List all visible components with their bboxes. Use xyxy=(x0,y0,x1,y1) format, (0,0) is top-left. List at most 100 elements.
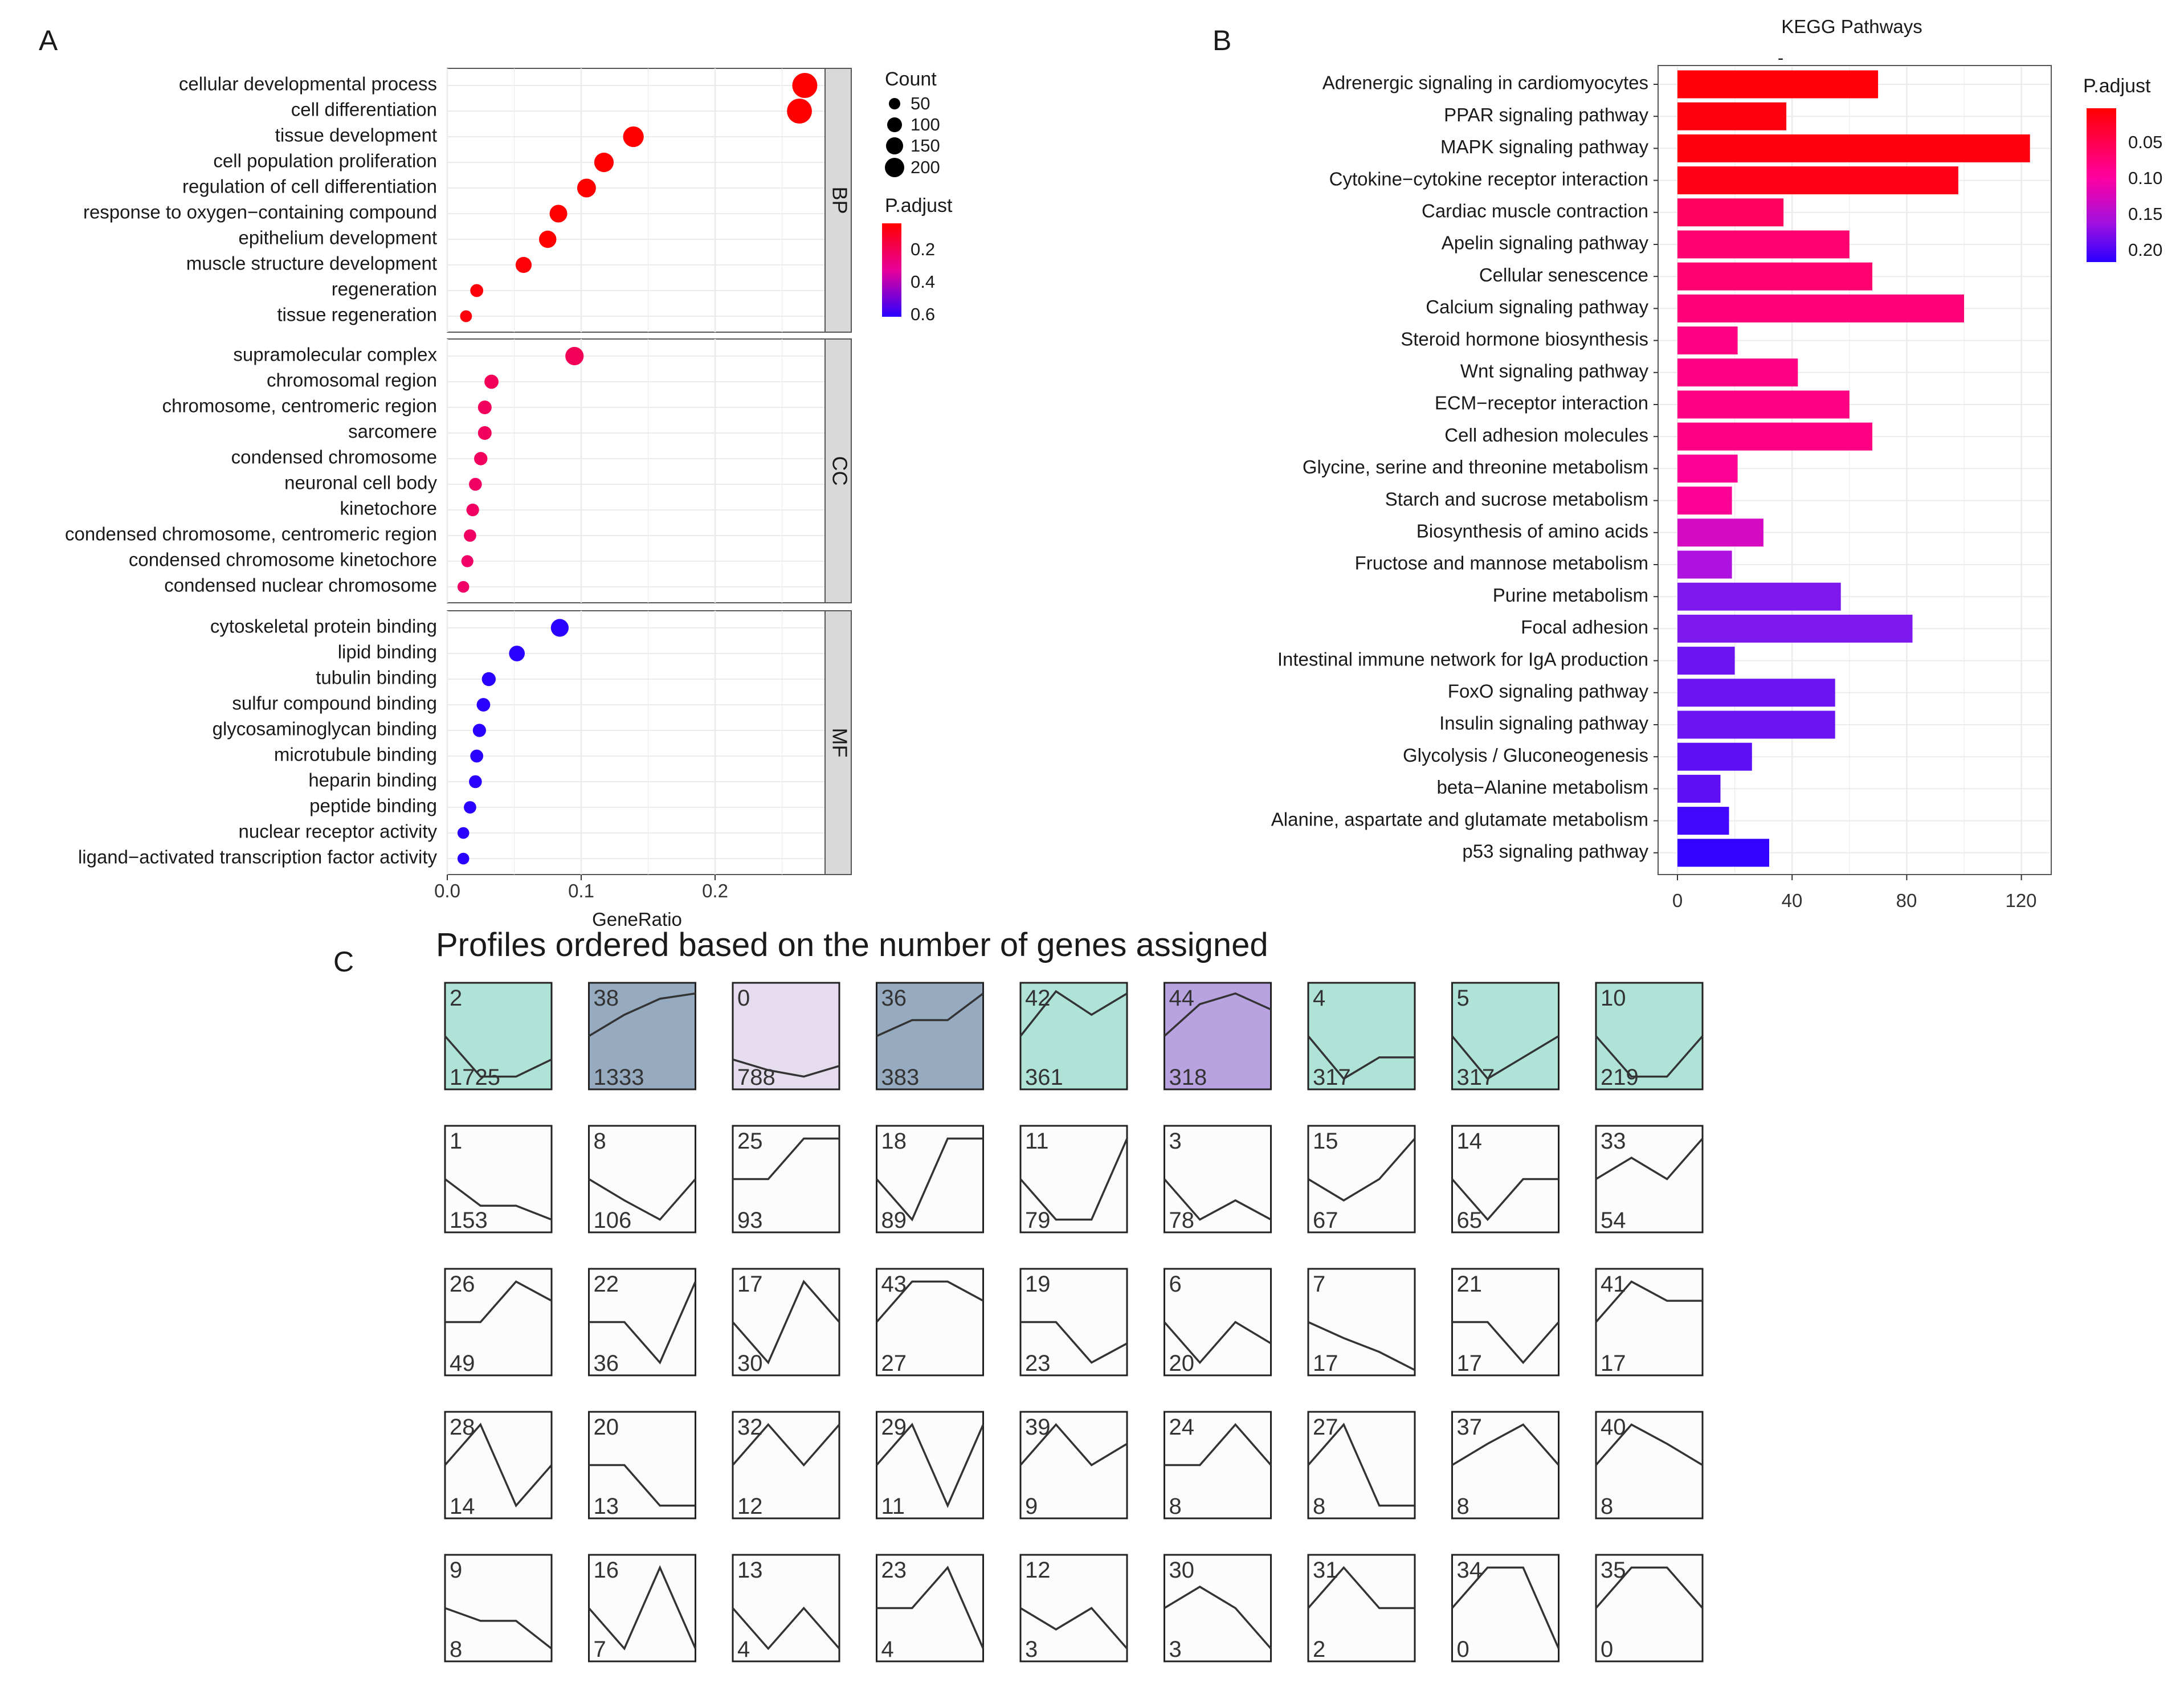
profile-id: 3 xyxy=(1169,1129,1182,1154)
facet-strip xyxy=(824,610,852,875)
kegg-category-label: Alanine, aspartate and glutamate metabol… xyxy=(1271,808,1648,830)
padj-legend-tick: 0.4 xyxy=(911,272,935,292)
go-term-label: epithelium development xyxy=(238,227,437,248)
profile-tile: 10 219 xyxy=(1595,982,1704,1090)
padj-legend-title: P.adjust xyxy=(885,195,953,217)
profile-tiles: 2172538133307883638342361443184317531710… xyxy=(444,982,1704,1663)
kegg-bar xyxy=(1677,166,1958,195)
profile-id: 13 xyxy=(737,1558,763,1583)
go-term-label: condensed nuclear chromosome xyxy=(164,575,437,596)
profile-gene-count: 20 xyxy=(1169,1351,1195,1376)
kegg-bar xyxy=(1677,774,1721,803)
profile-tile-bg xyxy=(1595,1268,1704,1376)
kegg-category-label: Purine metabolism xyxy=(1493,585,1648,606)
profile-id: 31 xyxy=(1313,1558,1338,1583)
profile-gene-count: 8 xyxy=(1457,1494,1469,1519)
profile-line xyxy=(1164,1321,1272,1365)
kegg-bar xyxy=(1677,390,1850,419)
go-term-point xyxy=(460,310,472,322)
go-dotplot: BP cellular developmental process cell dif… xyxy=(65,68,953,930)
profile-tile: 6 20 xyxy=(1164,1268,1272,1376)
padj-legend-tick: 0.2 xyxy=(911,239,935,259)
go-term-label: peptide binding xyxy=(309,795,437,816)
profile-gene-count: 67 xyxy=(1313,1208,1338,1233)
profile-gene-count: 0 xyxy=(1601,1637,1613,1662)
kegg-bar xyxy=(1677,294,1964,322)
profile-tile: 29 11 xyxy=(876,1411,985,1519)
profile-gene-count: 4 xyxy=(881,1637,894,1662)
profile-gene-count: 318 xyxy=(1169,1065,1207,1090)
profile-tile: 22 36 xyxy=(588,1268,697,1376)
profile-tile: 40 8 xyxy=(1595,1411,1704,1519)
go-term-label: supramolecular complex xyxy=(233,344,437,365)
profile-gene-count: 9 xyxy=(1025,1494,1038,1519)
go-term-point xyxy=(457,581,470,593)
kegg-category-label: p53 signaling pathway xyxy=(1462,841,1648,862)
go-term-point xyxy=(470,284,484,297)
profile-line xyxy=(1164,992,1272,1037)
go-term-label: response to oxygen−containing compound xyxy=(83,202,437,223)
go-term-label: sulfur compound binding xyxy=(232,693,437,714)
profile-line xyxy=(588,992,696,1037)
go-term-point xyxy=(549,205,568,223)
profile-id: 35 xyxy=(1601,1558,1626,1583)
kegg-category-label: PPAR signaling pathway xyxy=(1444,104,1648,125)
profile-id: 15 xyxy=(1313,1129,1338,1154)
kegg-bar xyxy=(1677,710,1835,739)
profile-gene-count: 14 xyxy=(450,1494,475,1519)
profile-gene-count: 8 xyxy=(450,1637,462,1662)
profile-id: 25 xyxy=(737,1129,763,1154)
profile-gene-count: 0 xyxy=(1457,1637,1469,1662)
profile-line xyxy=(1595,1280,1703,1323)
profile-id: 8 xyxy=(594,1129,606,1154)
profile-line xyxy=(876,1280,984,1323)
profile-id: 44 xyxy=(1169,986,1195,1011)
profile-gene-count: 65 xyxy=(1457,1208,1483,1233)
kegg-title: KEGG Pathways xyxy=(1781,16,1922,37)
profile-line xyxy=(588,1178,696,1221)
go-term-label: regeneration xyxy=(332,279,437,300)
profile-tile: 34 0 xyxy=(1451,1554,1560,1663)
go-term-label: condensed chromosome, centromeric region xyxy=(65,524,437,545)
kegg-x-tick: 120 xyxy=(2005,890,2036,911)
profile-tile-bg xyxy=(1164,1554,1272,1663)
profile-id: 1 xyxy=(450,1129,462,1154)
count-legend-label: 150 xyxy=(911,136,940,156)
kegg-bar xyxy=(1677,582,1841,611)
facet-panel xyxy=(447,338,826,603)
profile-line xyxy=(876,1423,985,1508)
profile-gene-count: 788 xyxy=(737,1065,775,1090)
facet-strip-label: BP xyxy=(828,186,851,214)
profiles-title: Profiles ordered based on the number of … xyxy=(436,926,1268,963)
kegg-bar xyxy=(1677,262,1872,291)
kegg-x-ticks: 0 40 80 120 xyxy=(1672,890,2037,911)
kegg-category-label: Insulin signaling pathway xyxy=(1439,713,1648,734)
profile-gene-count: 13 xyxy=(594,1494,619,1519)
go-term-point xyxy=(464,801,476,814)
profile-line xyxy=(733,1137,839,1181)
kegg-bar xyxy=(1677,839,1769,867)
profile-tile: 27 8 xyxy=(1307,1411,1416,1519)
profile-tile-bg xyxy=(876,982,984,1090)
go-term-point xyxy=(466,503,479,517)
profile-tile: 32 12 xyxy=(732,1411,840,1519)
profile-tile: 39 9 xyxy=(1019,1411,1128,1519)
profile-gene-count: 7 xyxy=(594,1637,606,1662)
profile-line xyxy=(1164,1586,1272,1649)
go-legend: Count 50 100 150 200 P.adjust 0.2 0.4 0.… xyxy=(882,68,953,324)
profile-tile: 2 1725 xyxy=(444,982,553,1090)
profile-line xyxy=(444,1607,553,1649)
profile-gene-count: 93 xyxy=(737,1208,763,1233)
profile-line xyxy=(1019,1138,1128,1221)
go-term-label: glycosaminoglycan binding xyxy=(213,718,437,740)
kegg-bar xyxy=(1677,518,1763,547)
profile-id: 36 xyxy=(881,986,907,1011)
kegg-category-label: Starch and sucrose metabolism xyxy=(1385,488,1648,509)
profile-tile-bg xyxy=(1595,1125,1704,1233)
profile-tile: 24 8 xyxy=(1164,1411,1272,1519)
profile-id: 28 xyxy=(450,1415,475,1440)
profile-tile: 25 93 xyxy=(732,1125,840,1233)
